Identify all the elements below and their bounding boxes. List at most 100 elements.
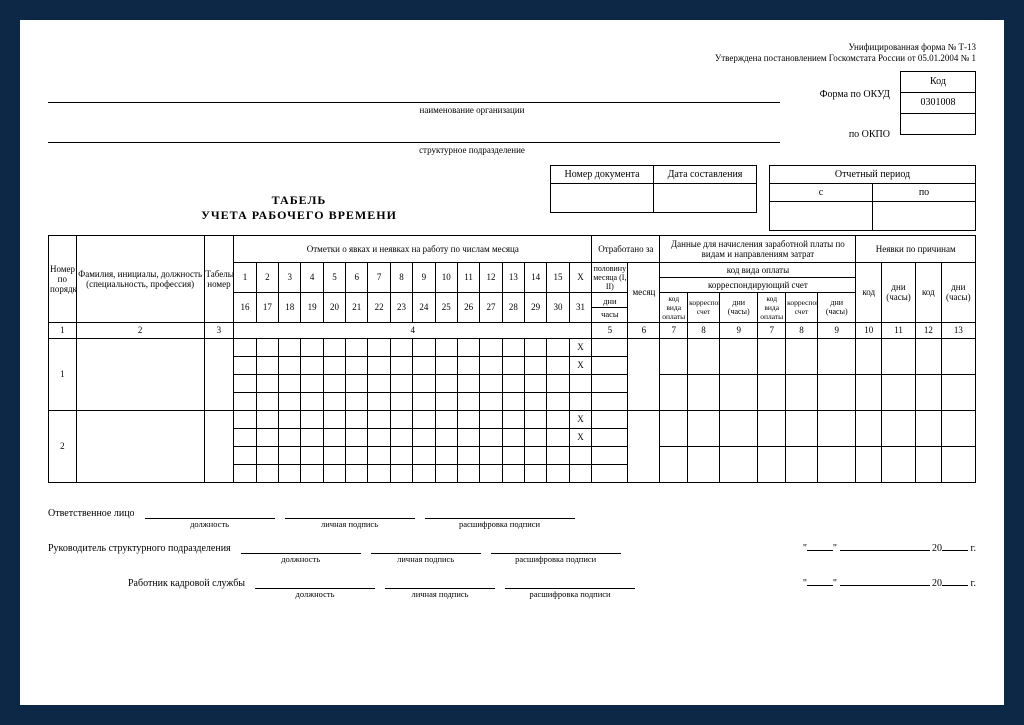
cell[interactable] xyxy=(390,428,412,446)
cell[interactable] xyxy=(547,374,569,392)
cell[interactable] xyxy=(368,464,390,482)
cell[interactable] xyxy=(569,464,592,482)
cell[interactable] xyxy=(435,446,457,464)
cell[interactable] xyxy=(916,446,942,482)
cell[interactable] xyxy=(323,374,345,392)
cell[interactable] xyxy=(234,446,256,464)
cell[interactable] xyxy=(786,338,818,374)
cell[interactable] xyxy=(525,464,547,482)
cell[interactable] xyxy=(234,356,256,374)
sig-resp-sign[interactable]: личная подпись xyxy=(285,505,415,519)
cell[interactable] xyxy=(592,392,628,410)
cell[interactable] xyxy=(256,356,278,374)
cell[interactable] xyxy=(256,374,278,392)
cell[interactable] xyxy=(279,392,301,410)
cell[interactable] xyxy=(435,410,457,428)
cell[interactable] xyxy=(390,410,412,428)
cell[interactable] xyxy=(368,356,390,374)
cell[interactable] xyxy=(480,338,502,356)
cell[interactable] xyxy=(882,410,916,446)
cell[interactable] xyxy=(592,338,628,356)
cell[interactable] xyxy=(279,374,301,392)
cell[interactable] xyxy=(525,392,547,410)
cell[interactable] xyxy=(301,392,323,410)
cell[interactable] xyxy=(502,392,524,410)
cell[interactable] xyxy=(660,338,688,374)
cell[interactable] xyxy=(688,410,720,446)
cell[interactable] xyxy=(234,464,256,482)
cell[interactable] xyxy=(234,410,256,428)
cell[interactable] xyxy=(525,356,547,374)
cell[interactable] xyxy=(368,446,390,464)
cell[interactable] xyxy=(882,374,916,410)
row2-fio[interactable] xyxy=(76,410,204,482)
org-name-line[interactable] xyxy=(48,88,780,103)
cell[interactable] xyxy=(660,374,688,410)
cell[interactable] xyxy=(786,446,818,482)
cell[interactable] xyxy=(256,338,278,356)
sig-head-decode[interactable]: расшифровка подписи xyxy=(491,540,621,554)
cell[interactable] xyxy=(346,356,368,374)
cell[interactable] xyxy=(301,464,323,482)
cell[interactable] xyxy=(256,446,278,464)
cell[interactable] xyxy=(457,338,479,356)
cell[interactable] xyxy=(786,374,818,410)
cell[interactable] xyxy=(413,392,435,410)
cell[interactable] xyxy=(941,410,975,446)
cell[interactable] xyxy=(390,374,412,392)
cell[interactable] xyxy=(279,428,301,446)
cell[interactable] xyxy=(547,338,569,356)
cell[interactable] xyxy=(688,446,720,482)
cell[interactable] xyxy=(256,428,278,446)
cell[interactable] xyxy=(547,356,569,374)
cell[interactable] xyxy=(368,428,390,446)
cell[interactable] xyxy=(346,464,368,482)
sig-resp-decode[interactable]: расшифровка подписи xyxy=(425,505,575,519)
cell[interactable] xyxy=(525,338,547,356)
cell[interactable] xyxy=(346,338,368,356)
doc-num-value[interactable] xyxy=(551,183,654,212)
cell[interactable] xyxy=(480,392,502,410)
cell[interactable] xyxy=(502,356,524,374)
cell[interactable] xyxy=(758,446,786,482)
cell[interactable] xyxy=(592,446,628,464)
cell[interactable] xyxy=(279,410,301,428)
cell[interactable] xyxy=(856,410,882,446)
cell[interactable] xyxy=(758,410,786,446)
cell[interactable] xyxy=(502,338,524,356)
cell[interactable] xyxy=(457,374,479,392)
cell[interactable] xyxy=(435,374,457,392)
cell[interactable] xyxy=(592,464,628,482)
cell[interactable] xyxy=(301,338,323,356)
cell[interactable] xyxy=(818,410,856,446)
cell[interactable] xyxy=(882,338,916,374)
cell[interactable] xyxy=(279,338,301,356)
cell[interactable] xyxy=(480,374,502,392)
cell[interactable] xyxy=(390,464,412,482)
cell[interactable] xyxy=(592,374,628,392)
cell[interactable] xyxy=(688,374,720,410)
sig-hr-decode[interactable]: расшифровка подписи xyxy=(505,575,635,589)
cell[interactable] xyxy=(525,410,547,428)
cell[interactable] xyxy=(480,464,502,482)
cell[interactable] xyxy=(368,374,390,392)
cell[interactable] xyxy=(592,356,628,374)
cell[interactable] xyxy=(856,338,882,374)
cell[interactable] xyxy=(256,410,278,428)
period-to-value[interactable] xyxy=(873,201,976,230)
cell[interactable] xyxy=(435,338,457,356)
cell[interactable] xyxy=(480,428,502,446)
cell[interactable] xyxy=(368,392,390,410)
cell[interactable] xyxy=(323,428,345,446)
cell[interactable] xyxy=(660,446,688,482)
cell[interactable] xyxy=(301,356,323,374)
cell[interactable] xyxy=(413,428,435,446)
cell[interactable] xyxy=(720,374,758,410)
row1-tab[interactable] xyxy=(204,338,234,410)
cell[interactable] xyxy=(882,446,916,482)
date-year[interactable] xyxy=(942,572,968,586)
cell[interactable] xyxy=(941,374,975,410)
cell[interactable] xyxy=(502,374,524,392)
cell[interactable] xyxy=(435,392,457,410)
cell[interactable] xyxy=(435,428,457,446)
